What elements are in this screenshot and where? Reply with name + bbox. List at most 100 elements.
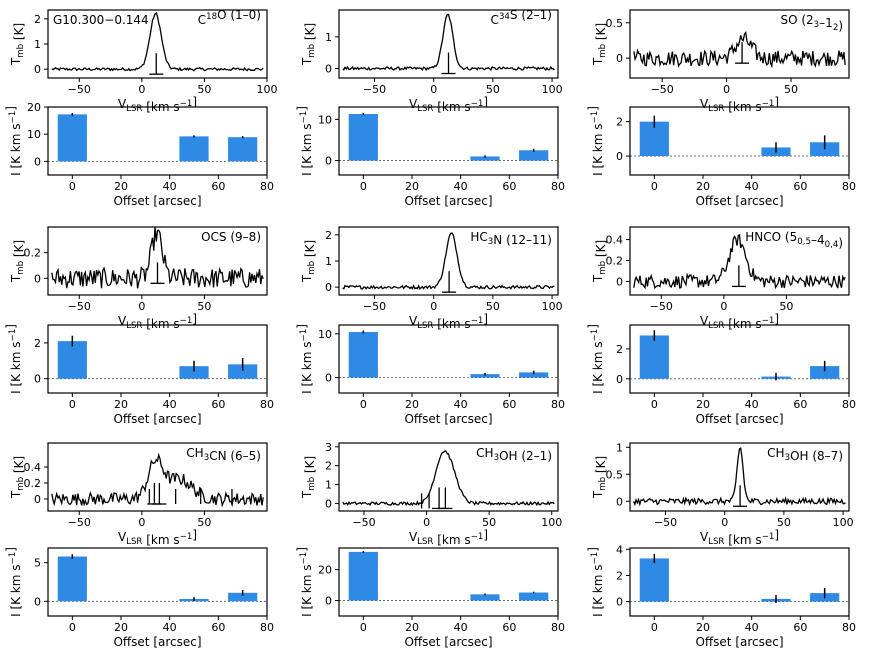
label-part: ] [295,324,309,329]
label-part: ] [192,95,197,109]
label-part: I [9,613,23,617]
x-tick-label: 100 [833,516,854,529]
bar [57,114,87,162]
x-tick-label: 80 [260,180,274,193]
label-part: O (1–0) [217,8,261,22]
x-axis-label: VLSR [km s−1] [409,312,488,331]
label-part: –1 [819,16,833,30]
x-tick-label: 0 [651,180,658,193]
x-tick-label: 0 [721,516,728,529]
y-axis-label: I [K km s−1] [586,106,605,176]
label-part: [km s [433,533,470,547]
x-tick-label: 0 [430,83,437,96]
label-part: LSR [708,321,724,331]
x-tick-label: 20 [405,621,419,634]
axes-frame [47,226,268,296]
y-axis-label: Tmb [K] [300,456,317,499]
series-line [342,450,555,507]
label-part: mb [307,477,317,491]
label-part: OH (8–7) [790,449,843,463]
x-tick-label: 50 [779,300,793,313]
bar [348,551,378,601]
label-part: CN (6–5) [209,449,261,463]
y-tick-label: 0 [34,373,41,386]
x-tick-label: 0 [720,300,727,313]
series-line [633,31,846,69]
label-part: ] [4,547,18,552]
label-part: [km s [142,317,179,331]
y-tick-label: 20 [318,564,332,577]
bar [470,374,500,378]
x-tick-label: 40 [163,180,177,193]
axes-frame [338,324,559,394]
x-axis-label: VLSR [km s−1] [409,528,488,547]
label-part: I [591,172,605,176]
y-tick-label: 1 [616,441,623,454]
x-tick-label: 50 [197,516,211,529]
panel-title: CH3OH (2–1) [476,446,552,463]
x-tick-label: 0 [360,398,367,411]
label-part: 2 [833,23,839,33]
y-axis-label: Tmb [K] [9,456,26,499]
label-part: LSR [417,537,433,547]
bar [57,341,87,379]
x-tick-label: 20 [405,180,419,193]
x-tick-label: 60 [793,398,807,411]
x-axis-label: Offset [arcsec] [113,635,201,649]
y-axis-label: Tmb [K] [9,240,26,283]
label-part: ] [295,106,309,111]
label-part: ] [4,106,18,111]
label-part: ) [838,19,843,33]
x-tick-label: 50 [197,83,211,96]
x-tick-label: −50 [68,516,91,529]
x-tick-label: 0 [69,398,76,411]
spectrum-panel: −50 0 50 100 0 0.5 1 CH3OH (8–7) Tmb [K] VLSR [km… [591,441,854,547]
label-part: 3 [204,453,210,463]
y-tick-label: 1 [325,31,332,44]
x-tick-label: 40 [454,621,468,634]
y-axis-label: I [K km s−1] [4,324,23,394]
label-part: LSR [417,321,433,331]
axes-frame [338,9,559,79]
y-tick-label: 0 [34,155,41,168]
label-part: −1 [180,532,193,542]
label-part: [K km s [591,123,605,172]
y-axis-label: Tmb [K] [591,456,608,499]
label-part: −1 [762,316,775,326]
panel-title: HC3N (12–11) [470,230,552,247]
y-axis-label: I [K km s−1] [586,324,605,394]
y-axis-label: I [K km s−1] [295,324,314,394]
label-part: [km s [724,533,761,547]
panel-title: HNCO (50,5–40,4) [745,230,843,250]
label-part: S (2–1) [510,8,552,22]
label-part: CH [476,446,493,460]
y-axis-label: I [K km s−1] [295,106,314,176]
y-tick-label: 0 [325,595,332,608]
label-part: [K] [12,23,26,44]
x-tick-label: −50 [68,300,91,313]
label-part: N (12–11) [493,233,552,247]
y-tick-label: 20 [27,101,41,114]
x-tick-label: 60 [502,398,516,411]
label-part: [K] [594,456,608,477]
x-tick-label: 100 [257,83,278,96]
x-tick-label: 20 [114,180,128,193]
label-part: ) [838,236,843,250]
series-line [51,11,264,72]
x-tick-label: 60 [793,180,807,193]
spectrum-panel: −50 0 50 100 0 1 2 HC3N (12–11) Tmb [K] VLSR [km … [300,226,563,331]
label-part: CH [767,446,784,460]
x-tick-label: 80 [260,398,274,411]
bar [57,556,87,602]
bar [179,136,209,162]
label-part: ] [774,312,779,326]
label-part: [K km s [9,564,23,613]
x-axis-label: VLSR [km s−1] [118,95,197,114]
label-part: [K] [303,456,317,477]
label-part: V [409,314,418,328]
x-axis-label: VLSR [km s−1] [118,312,197,331]
y-tick-label: 0.4 [606,234,624,247]
label-part: LSR [126,321,142,331]
label-part: CH [186,446,203,460]
